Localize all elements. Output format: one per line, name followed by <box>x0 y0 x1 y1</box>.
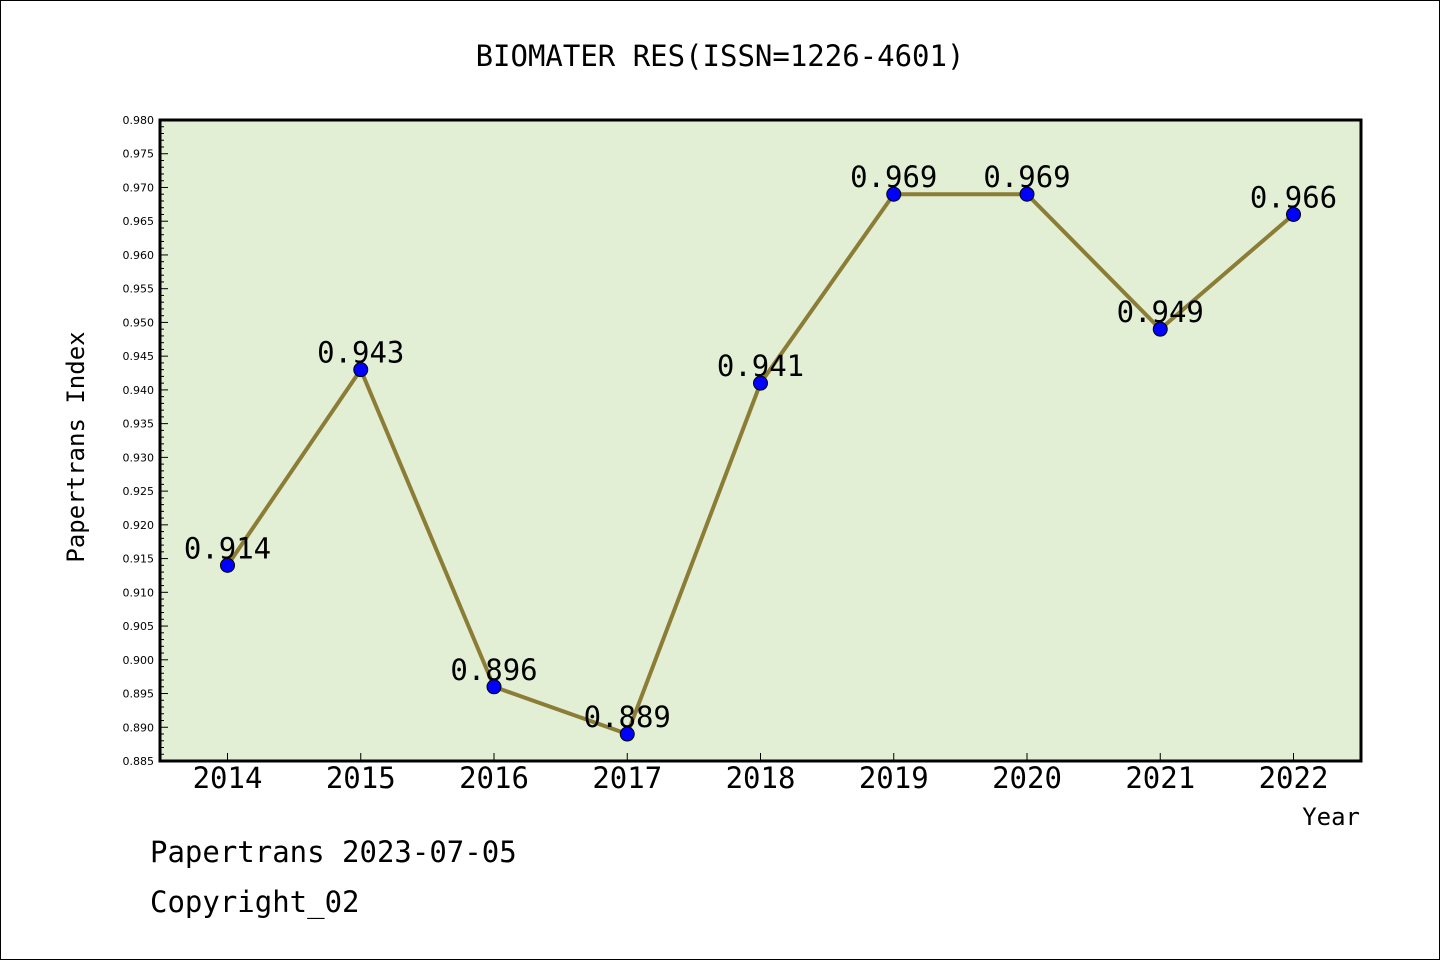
data-point-marker <box>886 186 902 202</box>
data-point-marker <box>220 557 235 573</box>
data-label: 0.943 <box>317 336 404 370</box>
x-tick-label: 2019 <box>859 761 929 795</box>
y-tick-label: 0.910 <box>123 586 155 599</box>
data-label: 0.896 <box>450 653 537 687</box>
x-tick-label: 2020 <box>992 761 1062 795</box>
footer-date: Papertrans 2023-07-05 <box>150 835 517 869</box>
data-label: 0.914 <box>184 531 271 565</box>
y-tick-label: 0.975 <box>123 148 155 161</box>
y-tick-label: 0.955 <box>123 283 155 296</box>
data-label: 0.966 <box>1250 180 1337 214</box>
x-axis-label: Year <box>1302 803 1360 831</box>
y-tick-label: 0.925 <box>123 485 155 498</box>
x-tick-label: 2021 <box>1125 761 1195 795</box>
y-axis: 0.885 0.890 0.895 0.900 0.905 0.910 0.915 0.920… <box>123 114 168 768</box>
data-label: 0.941 <box>717 349 804 383</box>
y-tick-label: 0.965 <box>123 215 155 228</box>
chart-title: BIOMATER RES(ISSN=1226-4601) <box>476 39 965 73</box>
data-point-marker <box>753 375 768 391</box>
y-tick-label: 0.980 <box>123 114 155 127</box>
y-tick-label: 0.885 <box>123 755 155 768</box>
x-tick-label: 2022 <box>1259 761 1329 795</box>
y-tick-label: 0.895 <box>123 688 155 701</box>
y-tick-label: 0.905 <box>123 620 155 633</box>
data-label: 0.949 <box>1117 295 1204 329</box>
data-point-marker <box>1152 321 1168 337</box>
plot-area <box>158 118 1363 763</box>
data-label: 0.969 <box>850 160 937 194</box>
y-tick-label: 0.900 <box>123 654 155 667</box>
data-point-marker <box>353 362 369 378</box>
y-tick-label: 0.930 <box>123 451 155 464</box>
data-point-marker <box>619 726 635 742</box>
y-tick-label: 0.950 <box>123 316 155 329</box>
y-tick-label: 0.945 <box>123 350 155 363</box>
x-tick-label: 2016 <box>459 761 529 795</box>
series-markers <box>220 186 1301 742</box>
x-tick-label: 2014 <box>193 761 263 795</box>
y-tick-label: 0.940 <box>123 384 155 397</box>
x-axis: 2014 2015 2016 2017 2018 2019 2020 2021 2022 <box>193 753 1329 795</box>
data-label: 0.889 <box>584 700 671 734</box>
x-tick-label: 2018 <box>726 761 796 795</box>
y-tick-label: 0.970 <box>123 181 155 194</box>
x-tick-label: 2015 <box>326 761 396 795</box>
data-labels: 0.914 0.943 0.896 0.889 0.941 0.969 0.969 0.949… <box>184 160 1337 734</box>
data-point-marker <box>486 679 502 695</box>
data-point-marker <box>1019 186 1035 202</box>
y-axis-label: Papertrans Index <box>62 331 90 562</box>
y-tick-label: 0.960 <box>123 249 155 262</box>
data-label: 0.969 <box>983 160 1070 194</box>
data-point-marker <box>1286 206 1301 222</box>
y-tick-label: 0.920 <box>123 519 155 532</box>
y-tick-label: 0.890 <box>123 721 155 734</box>
y-tick-label: 0.935 <box>123 418 155 431</box>
y-tick-label: 0.915 <box>123 553 155 566</box>
footer-copyright: Copyright_02 <box>150 885 360 919</box>
x-tick-label: 2017 <box>592 761 662 795</box>
